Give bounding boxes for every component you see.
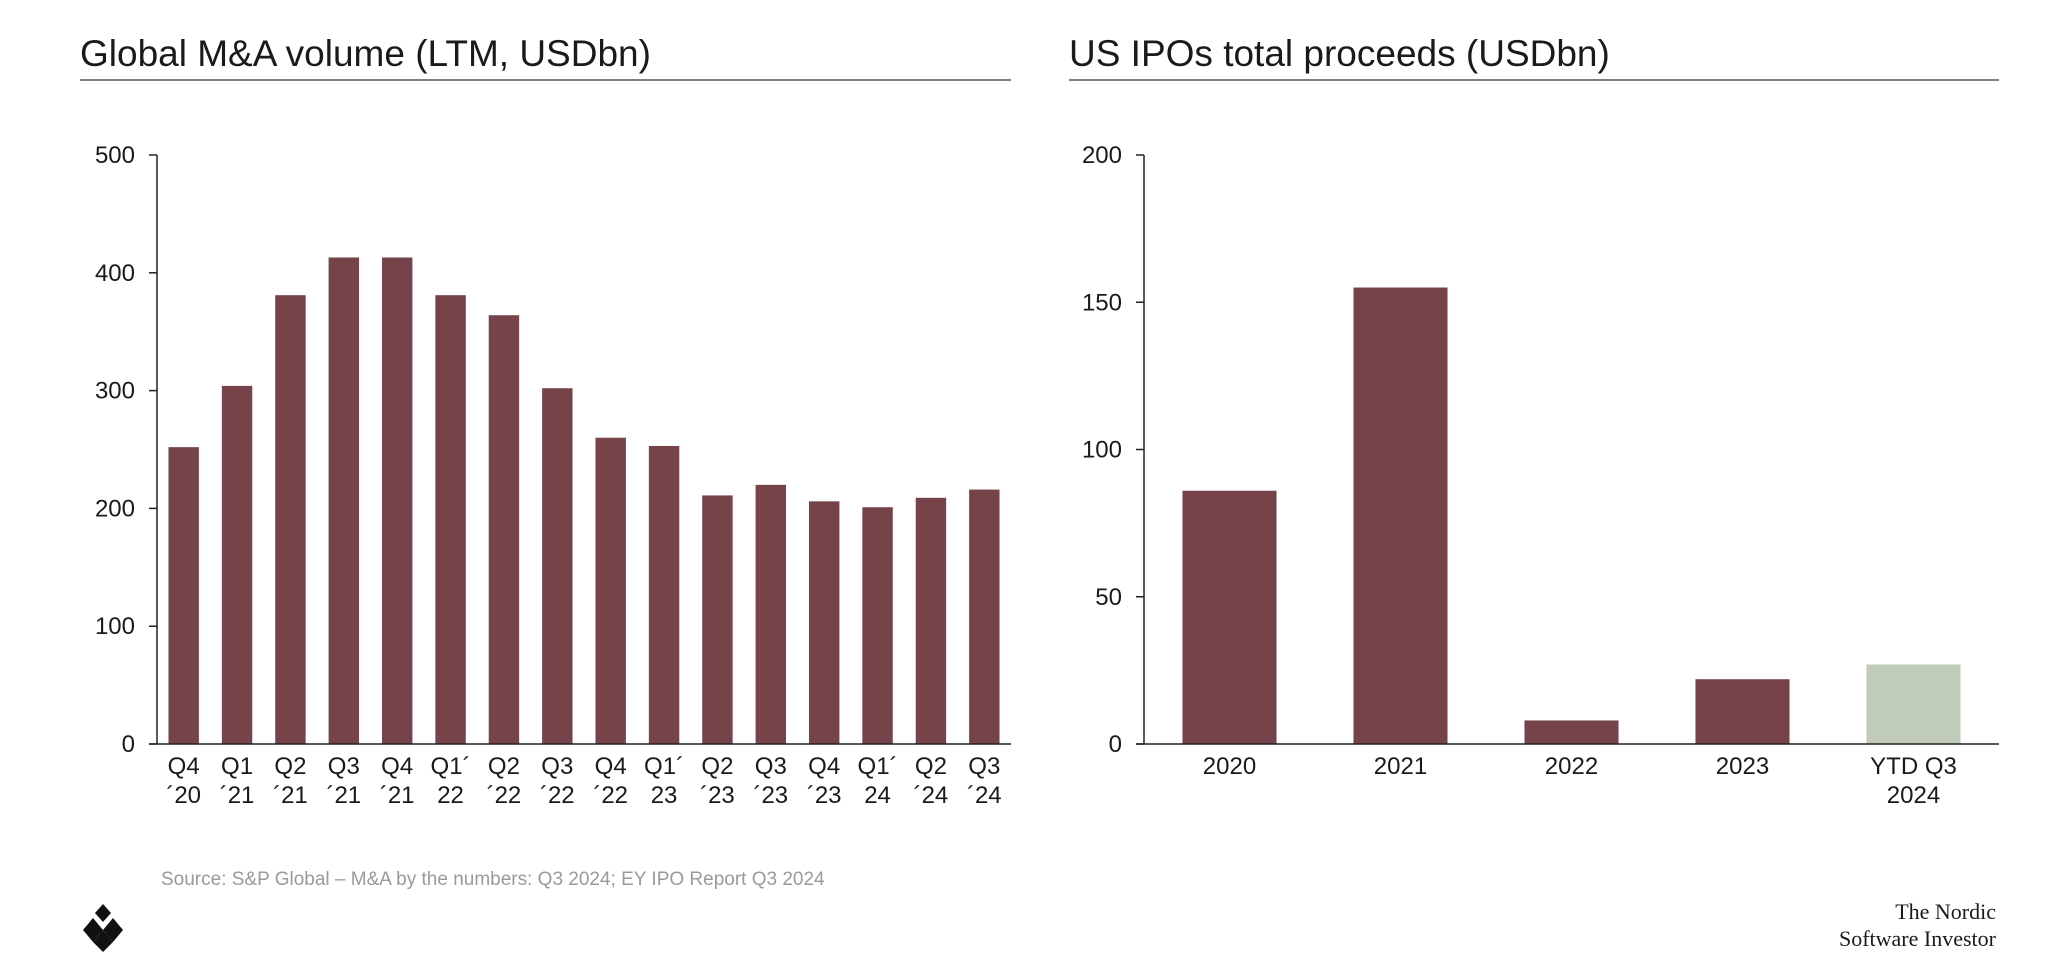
x-tick-label: ´22 [487, 782, 522, 809]
bar-10 [702, 495, 733, 744]
x-tick-label: ´24 [967, 782, 1002, 809]
x-tick-label: 22 [437, 782, 464, 809]
x-tick-label: Q1´ [858, 753, 898, 780]
x-tick-label: Q3 [541, 753, 573, 780]
chart-us-ipos: US IPOs total proceeds (USDbn) 2020 2021 20… [1069, 33, 1999, 809]
source-note: Source: S&P Global – M&A by the numbers:… [161, 869, 825, 890]
x-tick-label: Q2 [488, 753, 520, 780]
x-tick-label: Q2 [274, 753, 306, 780]
y-tick-label: 50 [1095, 584, 1122, 611]
x-tick-label: 2024 [1887, 782, 1940, 809]
bar-0 [168, 447, 199, 744]
x-tick-label: Q2 [701, 753, 733, 780]
bar-0 [1182, 490, 1277, 744]
bar-3 [328, 257, 360, 744]
x-tick-label: ´21 [220, 782, 255, 809]
x-tick-label: Q4 [168, 753, 200, 780]
y-tick-label: 0 [122, 731, 135, 758]
bar-11 [755, 484, 787, 744]
x-tick-label: 2022 [1545, 753, 1598, 780]
x-tick-label: 2021 [1374, 753, 1427, 780]
bar-15 [969, 489, 1000, 744]
x-tick-label: YTD Q3 [1870, 753, 1957, 780]
chart-title: Global M&A volume (LTM, USDbn) [80, 33, 651, 74]
x-tick-label: 2023 [1716, 753, 1769, 780]
x-tick-label: ´21 [326, 782, 361, 809]
x-tick-label: ´23 [753, 782, 788, 809]
bar-12 [808, 501, 840, 744]
bar-6 [488, 315, 520, 744]
x-tick-label: Q3 [328, 753, 360, 780]
bar-4 [381, 257, 413, 744]
x-tick-label: ´23 [807, 782, 842, 809]
y-tick-label: 150 [1082, 289, 1122, 316]
bar-8 [595, 437, 626, 744]
x-tick-label: ´20 [166, 782, 201, 809]
bar-1 [221, 385, 253, 744]
x-tick-label: Q3 [968, 753, 1000, 780]
x-tick-label: Q4 [808, 753, 840, 780]
bar-14 [915, 497, 947, 744]
x-tick-label: ´24 [914, 782, 949, 809]
brand-line-2: Software Investor [1839, 926, 1997, 951]
y-tick-label: 200 [1082, 142, 1122, 169]
bar-4 [1866, 664, 1961, 744]
x-tick-label: Q2 [915, 753, 947, 780]
x-tick-label: 2020 [1203, 753, 1256, 780]
y-tick-label: 500 [95, 142, 135, 169]
x-tick-label: Q4 [381, 753, 413, 780]
brand-line-1: The Nordic [1895, 899, 1996, 924]
bar-5 [435, 295, 466, 744]
x-tick-label: Q1´ [431, 753, 471, 780]
bar-1 [1353, 287, 1448, 744]
y-tick-label: 0 [1109, 731, 1122, 758]
y-tick-label: 100 [95, 613, 135, 640]
bar-2 [1524, 720, 1619, 744]
y-tick-label: 300 [95, 378, 135, 405]
bar-3 [1695, 679, 1790, 744]
bar-13 [862, 507, 893, 744]
x-tick-label: ´21 [273, 782, 308, 809]
x-tick-label: ´22 [593, 782, 628, 809]
bar-7 [542, 388, 573, 744]
x-tick-label: ´21 [380, 782, 415, 809]
x-tick-label: ´23 [700, 782, 735, 809]
diamond-logo-icon [83, 904, 123, 952]
x-tick-label: Q3 [755, 753, 787, 780]
x-tick-label: Q1 [221, 753, 253, 780]
y-tick-label: 400 [95, 260, 135, 287]
x-tick-label: 23 [651, 782, 678, 809]
x-tick-label: ´22 [540, 782, 575, 809]
y-tick-label: 200 [95, 495, 135, 522]
x-tick-label: Q4 [595, 753, 627, 780]
chart-title: US IPOs total proceeds (USDbn) [1069, 33, 1610, 74]
bar-9 [648, 445, 680, 744]
y-tick-label: 100 [1082, 437, 1122, 464]
x-tick-label: 24 [864, 782, 891, 809]
x-tick-label: Q1´ [644, 753, 684, 780]
bar-2 [275, 295, 306, 744]
